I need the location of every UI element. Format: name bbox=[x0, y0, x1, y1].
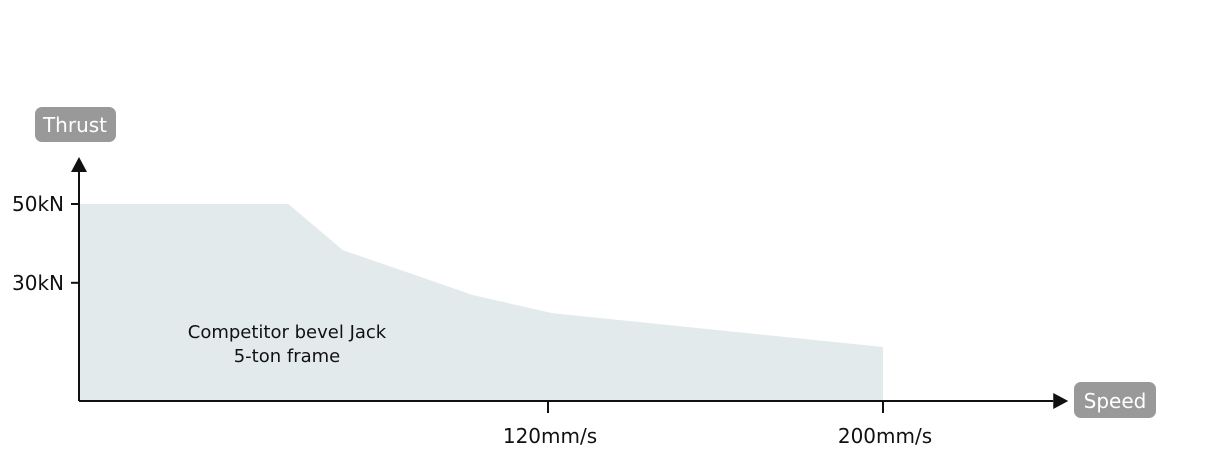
area-series-0 bbox=[79, 204, 883, 401]
y-axis-label: Thrust bbox=[42, 113, 107, 137]
y-tick-label: 30kN bbox=[12, 271, 64, 295]
y-tick-label: 50kN bbox=[12, 192, 64, 216]
x-axis-label: Speed bbox=[1084, 389, 1147, 413]
x-tick-label: 120mm/s bbox=[503, 424, 597, 448]
y-axis-badge: Thrust bbox=[35, 107, 116, 142]
y-axis-arrow-icon bbox=[71, 157, 87, 172]
x-tick-label: 200mm/s bbox=[838, 424, 932, 448]
annotation-line-1: Competitor bevel Jack bbox=[188, 322, 387, 343]
x-axis-badge: Speed bbox=[1074, 382, 1156, 418]
x-axis-arrow-icon bbox=[1053, 393, 1069, 409]
annotation-line-2: 5-ton frame bbox=[234, 346, 341, 367]
